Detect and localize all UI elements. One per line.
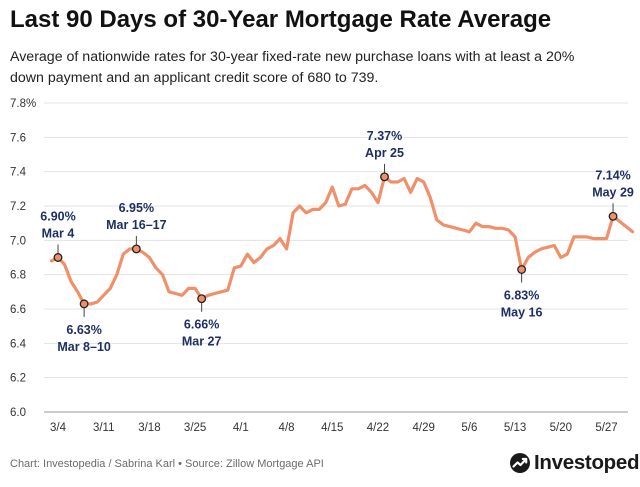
rate-series-line [49, 175, 635, 306]
annotation: 6.66% Mar 27 [182, 294, 222, 349]
annotation-date: Mar 4 [42, 227, 75, 241]
annotation-value: 6.95% [119, 201, 154, 215]
x-tick-label: 5/6 [461, 422, 477, 434]
y-tick-label: 6.2 [10, 373, 26, 385]
annotation-value: 6.83% [504, 289, 539, 303]
annotation-marker [53, 253, 63, 262]
x-axis-ticks: 3/4 3/11 3/18 3/25 4/1 4/8 4/15 4/22 4/29 5/6 5/13… [50, 422, 618, 434]
investopedia-logo[interactable]: Investopedia [509, 451, 640, 475]
chart-subtitle: Average of nationwide rates for 30-year … [10, 49, 575, 86]
y-tick-label: 7.2 [10, 201, 26, 213]
x-tick-label: 5/20 [550, 422, 572, 434]
annotation-date: Apr 25 [365, 146, 404, 160]
annotation: 7.37% Apr 25 [365, 129, 404, 182]
x-tick-label: 3/11 [93, 422, 115, 434]
grid-lines [44, 102, 628, 413]
annotation-marker [380, 172, 389, 182]
x-tick-label: 4/1 [233, 422, 249, 434]
y-tick-label: 7.6 [10, 132, 26, 144]
y-tick-label: 6.6 [10, 304, 26, 316]
annotation-value: 6.63% [66, 323, 101, 337]
annotation-date: Mar 27 [182, 335, 222, 349]
annotation-date: Mar 16–17 [106, 218, 167, 232]
x-tick-label: 4/29 [412, 422, 434, 434]
x-tick-label: 5/13 [504, 422, 526, 434]
x-tick-label: 4/8 [279, 422, 295, 434]
annotation-value: 6.66% [184, 318, 219, 332]
annotation-value: 7.14% [595, 168, 630, 182]
annotation-marker [608, 211, 618, 221]
x-tick-label: 3/4 [50, 422, 67, 434]
annotation-marker [197, 294, 207, 304]
annotation: 6.95% Mar 16–17 [106, 201, 167, 254]
y-tick-label: 7.8% [10, 98, 36, 110]
x-tick-label: 3/25 [184, 422, 206, 434]
x-tick-label: 5/27 [595, 422, 617, 434]
series-line-layer [49, 175, 635, 306]
y-tick-label: 7.4 [10, 167, 27, 179]
annotation: 6.90% Mar 4 [40, 210, 76, 262]
annotations: 6.90% Mar 4 6.63% Mar 8–10 6.95% Mar 16–17 6.6… [40, 129, 634, 354]
annotation-marker [517, 265, 527, 274]
chart-title: Last 90 Days of 30-Year Mortgage Rate Av… [10, 6, 552, 33]
annotation-date: May 16 [501, 306, 543, 320]
y-tick-label: 6.8 [10, 270, 26, 282]
y-tick-label: 6.0 [10, 407, 26, 419]
x-tick-label: 3/18 [138, 422, 160, 434]
brand-name: Investopedia [534, 451, 640, 474]
x-tick-label: 4/22 [367, 422, 389, 434]
y-tick-label: 7.0 [10, 235, 26, 247]
annotation-value: 6.90% [40, 210, 75, 224]
y-tick-label: 6.4 [10, 338, 27, 350]
annotation-value: 7.37% [367, 129, 402, 143]
annotation-date: May 29 [592, 185, 634, 199]
annotation-marker [79, 299, 89, 309]
annotation: 7.14% May 29 [592, 168, 634, 221]
annotation-date: Mar 8–10 [57, 340, 111, 354]
annotation: 6.83% May 16 [501, 265, 543, 320]
chart-credit: Chart: Investopedia / Sabrina Karl • Sou… [10, 458, 324, 470]
y-axis-ticks: 6.0 6.2 6.4 6.6 6.8 7.0 7.2 7.4 7.6 7.8% [10, 98, 36, 419]
x-tick-label: 4/15 [321, 422, 343, 434]
annotation: 6.63% Mar 8–10 [57, 299, 111, 354]
investopedia-logo-icon [510, 453, 530, 473]
annotation-marker [131, 244, 141, 254]
